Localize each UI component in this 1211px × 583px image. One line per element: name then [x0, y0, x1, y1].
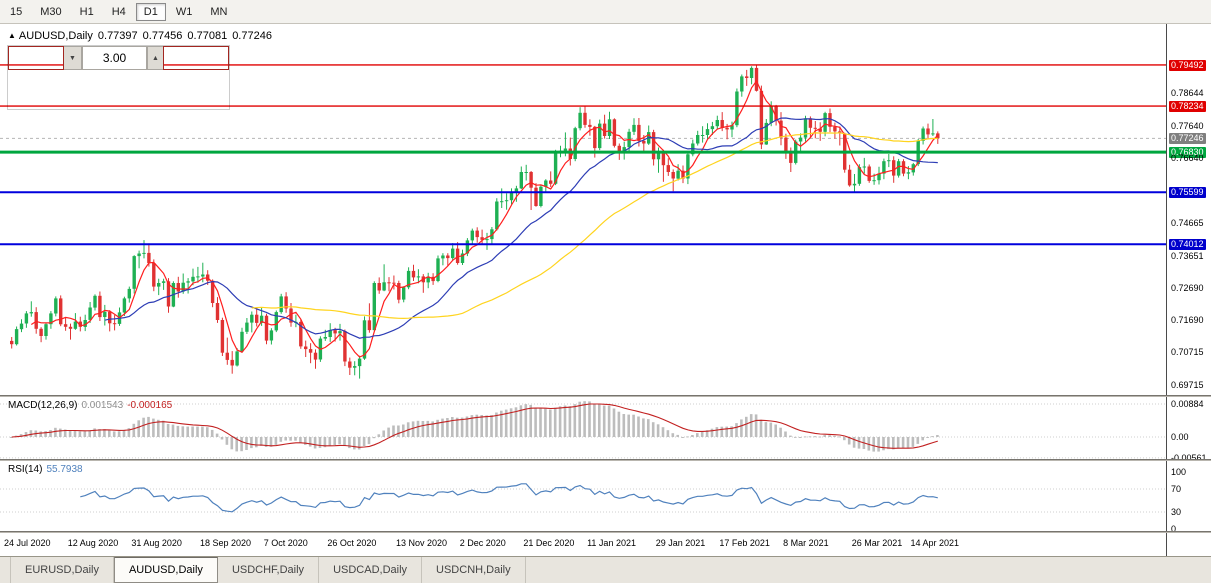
rsi-name: RSI(14) [8, 464, 43, 475]
date-axis-label: 7 Oct 2020 [263, 538, 308, 548]
timeframe-button-15[interactable]: 15 [10, 5, 23, 18]
macd-axis-label: -0.00561 [1171, 452, 1207, 463]
date-axis-label: 26 Mar 2021 [851, 538, 903, 548]
rsi-indicator-pane[interactable] [0, 461, 1166, 531]
buy-button[interactable]: BUY [163, 46, 229, 70]
price-axis-label: 0.77246 [1169, 133, 1206, 145]
price-axis-label: 0.78234 [1169, 101, 1206, 113]
macd-name: MACD(12,26,9) [8, 400, 78, 411]
timeframe-button-MN[interactable]: MN [210, 5, 228, 18]
price-axis-label: 0.76640 [1171, 153, 1204, 164]
date-axis[interactable]: 24 Jul 2020 12 Aug 2020 31 Aug 2020 18 Sep … [0, 533, 1166, 554]
tab-usdchf-daily[interactable]: USDCHF,Daily [218, 557, 320, 583]
date-axis-label: 2 Dec 2020 [459, 538, 506, 548]
date-axis-label: 29 Jan 2021 [655, 538, 706, 548]
price-axis-label: 0.79492 [1169, 59, 1206, 71]
price-axis-label: 0.72690 [1171, 282, 1204, 293]
tab-usdcnh-daily[interactable]: USDCNH,Daily [422, 557, 526, 583]
buy-price-pips: 26 [167, 77, 195, 105]
volume-dropdown-button[interactable]: ▼ [64, 46, 82, 70]
date-axis-label: 24 Jul 2020 [4, 538, 51, 548]
chart-marker-icon: ▲ [8, 31, 16, 40]
tab-usdcad-daily[interactable]: USDCAD,Daily [319, 557, 423, 583]
sell-price-integer: 0.77 [33, 89, 56, 101]
date-axis-label: 26 Oct 2020 [327, 538, 377, 548]
open-value: 0.77397 [97, 30, 138, 42]
volume-input[interactable]: 3.00 [82, 46, 147, 70]
chevron-up-icon: ▲ [152, 54, 159, 62]
sell-price-point: 9 [85, 74, 93, 89]
price-axis-label: 0.71690 [1171, 315, 1204, 326]
timeframe-button-M30[interactable]: M30 [40, 5, 62, 18]
date-axis-label: 13 Nov 2020 [396, 538, 448, 548]
date-axis-label: 17 Feb 2021 [719, 538, 770, 548]
date-axis-label: 31 Aug 2020 [131, 538, 182, 548]
macd-histogram [10, 401, 939, 452]
rsi-axis-label: 100 [1171, 466, 1187, 477]
pane-resize-handle[interactable] [0, 531, 1211, 533]
price-axis-label: 0.75599 [1169, 187, 1206, 199]
chevron-down-icon: ▼ [69, 54, 76, 62]
sma50-line [251, 132, 938, 320]
price-axis-label: 0.77640 [1171, 120, 1204, 131]
price-axis-label: 0.73651 [1171, 251, 1204, 262]
price-axis[interactable]: 0.79492 0.78644 0.78234 0.77640 0.77246 0.768… [1166, 24, 1211, 556]
price-axis-label: 0.74012 [1169, 239, 1206, 251]
pane-resize-handle[interactable] [0, 395, 1211, 397]
macd-signal-value: -0.000165 [127, 400, 173, 411]
price-axis-label: 0.78644 [1171, 87, 1204, 98]
main-price-chart[interactable] [0, 24, 1166, 395]
rsi-axis-label: 30 [1171, 507, 1182, 517]
symbol-label: AUDUSD,Daily [18, 30, 93, 42]
macd-axis-label: 0.00 [1171, 432, 1189, 442]
sell-price-display[interactable]: 0.77 24 9 [8, 71, 118, 109]
pane-resize-handle[interactable] [0, 459, 1211, 461]
price-axis-label: 0.69715 [1171, 379, 1204, 390]
date-axis-label: 12 Aug 2020 [67, 538, 119, 548]
rsi-axis-label: 0 [1171, 524, 1177, 535]
timeframe-button-H4[interactable]: H4 [111, 5, 126, 18]
chart-ohlc-header: ▲ AUDUSD,Daily 0.77397 0.77456 0.77081 0.7724… [8, 30, 272, 42]
sma5-line [30, 79, 939, 358]
price-axis-label: 0.76830 [1169, 147, 1206, 159]
price-axis-label: 0.74665 [1171, 217, 1204, 228]
buy-price-integer: 0.77 [144, 89, 167, 101]
timeframe-button-H1[interactable]: H1 [79, 5, 94, 18]
buy-price-display[interactable]: 0.77 26 3 [119, 71, 229, 109]
candlestick-series [10, 65, 940, 379]
rsi-axis-label: 70 [1171, 484, 1182, 494]
rsi-line [80, 483, 938, 513]
tab-eurusd-daily[interactable]: EURUSD,Daily [10, 557, 114, 583]
volume-increase-button[interactable]: ▲ [147, 46, 163, 70]
macd-signal-line [11, 403, 938, 449]
timeframe-button-D1[interactable]: D1 [135, 2, 166, 21]
one-click-trading-panel: SELL ▼ 3.00 ▲ BUY 0.77 24 9 0.77 26 3 [8, 46, 229, 109]
buy-price-point: 3 [196, 74, 204, 89]
timeframe-toolbar: 15 M30 H1 H4 D1 W1 MN [0, 0, 1211, 24]
rsi-value: 55.7938 [46, 464, 83, 475]
price-axis-label: 0.70715 [1171, 347, 1204, 358]
low-value: 0.77081 [187, 30, 228, 42]
date-axis-label: 14 Apr 2021 [910, 538, 960, 548]
high-value: 0.77456 [142, 30, 183, 42]
sell-price-pips: 24 [56, 77, 84, 105]
macd-main-value: 0.001543 [81, 400, 124, 411]
rsi-indicator-label: RSI(14) 55.7938 [8, 464, 83, 475]
chart-window: 24 Jul 2020 12 Aug 2020 31 Aug 2020 18 Sep … [0, 24, 1211, 556]
sell-button[interactable]: SELL [8, 46, 64, 70]
date-axis-label: 21 Dec 2020 [523, 538, 575, 548]
macd-indicator-pane[interactable] [0, 397, 1166, 459]
date-axis-label: 18 Sep 2020 [200, 538, 252, 548]
sma20-line [104, 117, 938, 339]
timeframe-button-W1[interactable]: W1 [175, 5, 193, 18]
date-axis-label: 11 Jan 2021 [587, 538, 636, 548]
chart-tabs-bar: EURUSD,Daily AUDUSD,Daily USDCHF,Daily USDC… [0, 556, 1211, 583]
tab-audusd-daily[interactable]: AUDUSD,Daily [113, 557, 218, 583]
close-value: 0.77246 [232, 30, 272, 42]
macd-axis-label: 0.00884 [1171, 399, 1204, 409]
date-axis-label: 8 Mar 2021 [783, 538, 829, 548]
macd-indicator-label: MACD(12,26,9) 0.001543 -0.000165 [8, 400, 172, 411]
